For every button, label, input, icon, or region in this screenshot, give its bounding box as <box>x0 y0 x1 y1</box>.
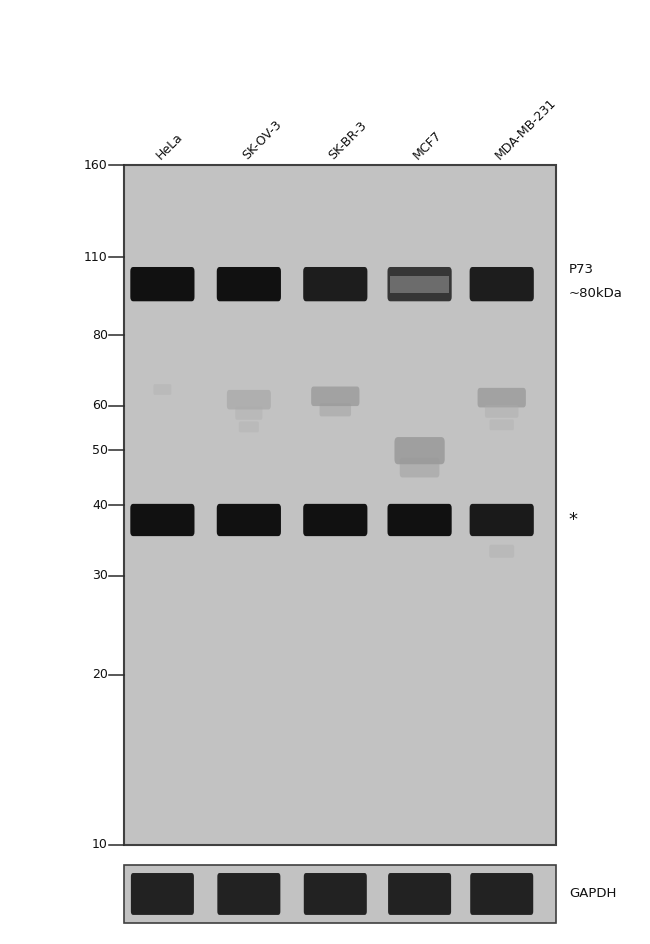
FancyBboxPatch shape <box>395 437 445 464</box>
FancyBboxPatch shape <box>311 386 359 406</box>
FancyBboxPatch shape <box>387 267 452 301</box>
FancyBboxPatch shape <box>478 388 526 408</box>
FancyBboxPatch shape <box>239 421 259 432</box>
Bar <box>391 276 448 293</box>
FancyBboxPatch shape <box>130 267 194 301</box>
Text: SK-OV-3: SK-OV-3 <box>240 118 284 162</box>
FancyBboxPatch shape <box>216 267 281 301</box>
FancyBboxPatch shape <box>387 504 452 536</box>
Text: 40: 40 <box>92 498 108 512</box>
FancyBboxPatch shape <box>304 873 367 915</box>
Text: *: * <box>569 511 578 529</box>
FancyBboxPatch shape <box>489 419 514 430</box>
FancyBboxPatch shape <box>130 504 194 536</box>
Text: SK-BR-3: SK-BR-3 <box>326 119 369 162</box>
FancyBboxPatch shape <box>388 873 451 915</box>
FancyBboxPatch shape <box>489 545 514 558</box>
Text: GAPDH: GAPDH <box>569 887 616 901</box>
FancyBboxPatch shape <box>153 384 172 395</box>
FancyBboxPatch shape <box>320 403 351 416</box>
FancyBboxPatch shape <box>131 873 194 915</box>
Text: HeLa: HeLa <box>153 130 185 162</box>
Text: 60: 60 <box>92 399 108 413</box>
FancyBboxPatch shape <box>217 873 280 915</box>
Text: 160: 160 <box>84 159 108 172</box>
Bar <box>124 165 556 845</box>
Text: 10: 10 <box>92 838 108 851</box>
FancyBboxPatch shape <box>485 405 519 418</box>
Text: MCF7: MCF7 <box>410 128 444 162</box>
Text: 20: 20 <box>92 668 108 682</box>
Text: 110: 110 <box>84 250 108 263</box>
Text: P73: P73 <box>569 263 593 277</box>
FancyBboxPatch shape <box>470 873 533 915</box>
Text: ~80kDa: ~80kDa <box>569 287 623 300</box>
Text: 50: 50 <box>92 444 108 457</box>
Text: MDA-MB-231: MDA-MB-231 <box>493 96 558 162</box>
FancyBboxPatch shape <box>303 504 367 536</box>
FancyBboxPatch shape <box>469 504 534 536</box>
FancyBboxPatch shape <box>216 504 281 536</box>
FancyBboxPatch shape <box>469 267 534 301</box>
FancyBboxPatch shape <box>235 407 263 420</box>
FancyBboxPatch shape <box>303 267 367 301</box>
FancyBboxPatch shape <box>227 390 271 410</box>
Bar <box>124 865 556 923</box>
FancyBboxPatch shape <box>400 458 439 478</box>
Text: 30: 30 <box>92 569 108 582</box>
Text: 80: 80 <box>92 329 108 342</box>
